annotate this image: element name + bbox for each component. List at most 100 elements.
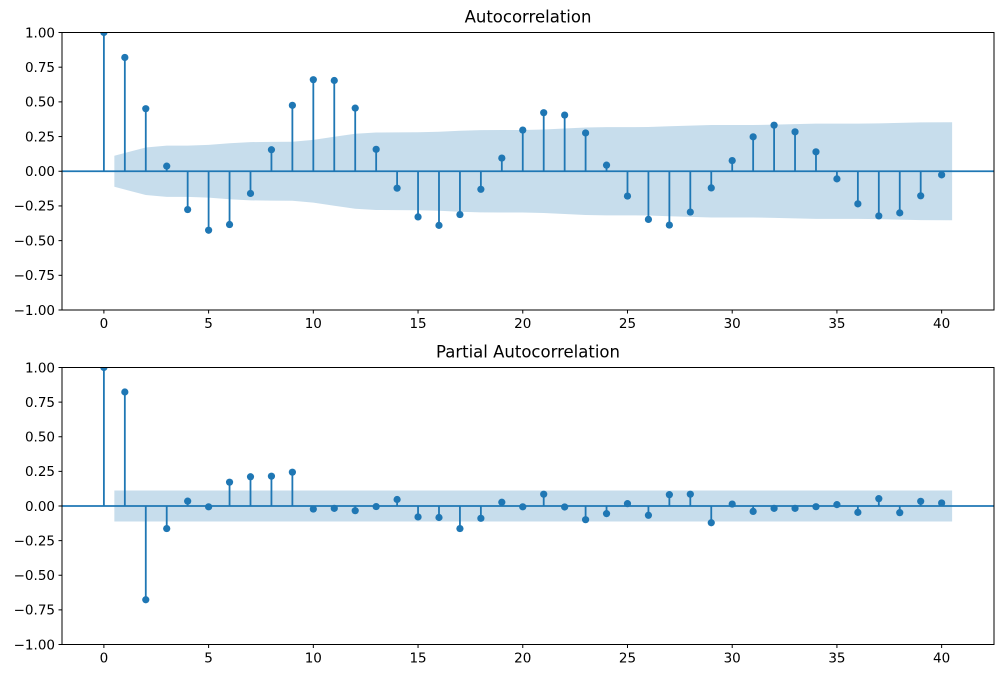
pacf-marker <box>142 596 150 604</box>
acf-marker <box>351 104 359 112</box>
x-tick-label: 15 <box>409 316 426 332</box>
pacf-marker <box>267 472 276 480</box>
y-tick-label: −0.25 <box>14 533 55 549</box>
acf-marker <box>414 213 422 221</box>
pacf-marker <box>938 499 946 507</box>
y-tick-label: 0.25 <box>25 129 55 145</box>
acf-marker <box>602 161 611 169</box>
x-tick-label: 5 <box>204 316 213 332</box>
acf-marker <box>100 32 108 37</box>
pacf-marker <box>854 508 862 516</box>
acf-marker <box>205 226 213 234</box>
pacf-marker <box>435 513 443 522</box>
acf-marker <box>142 105 150 113</box>
acf-marker <box>372 145 380 153</box>
x-tick-label: 35 <box>828 316 845 332</box>
pacf-subplot: 0 5 10 15 20 25 30 35 40 1.00 0.75 0.50 0.25 0.00 −0.2… <box>14 343 995 667</box>
acf-marker <box>456 210 464 219</box>
pacf-marker <box>205 503 213 511</box>
x-tick-label: 30 <box>724 651 741 667</box>
acf-marker <box>728 156 736 165</box>
y-tick-label: 1.00 <box>25 25 55 41</box>
acf-marker <box>812 148 820 156</box>
pacf-marker <box>121 388 129 396</box>
acf-marker <box>498 154 506 162</box>
acf-marker <box>938 171 946 179</box>
pacf-marker <box>791 504 799 512</box>
y-tick-label: 0.75 <box>25 60 55 76</box>
pacf-marker <box>644 511 653 519</box>
acf-subplot: 0 5 10 15 20 25 30 35 40 1.00 0.75 0.50 0.25 0.00 −0.2… <box>14 8 995 332</box>
y-tick-label: 0.00 <box>25 164 55 180</box>
acf-marker <box>184 205 192 214</box>
y-tick-label: −0.50 <box>14 233 55 249</box>
y-tick-label: 0.50 <box>25 430 55 446</box>
y-tick-label: −1.00 <box>14 637 55 653</box>
pacf-marker <box>288 468 296 476</box>
y-tick-label: −0.25 <box>14 199 55 215</box>
acf-title: Autocorrelation <box>465 8 592 27</box>
y-tick-label: 1.00 <box>25 360 55 376</box>
acf-marker <box>665 221 673 229</box>
pacf-plot-area <box>62 367 994 604</box>
pacf-marker <box>770 504 778 512</box>
acf-marker <box>288 101 296 109</box>
pacf-marker <box>225 478 234 486</box>
pacf-marker <box>414 513 422 521</box>
acf-marker <box>225 220 234 229</box>
pacf-marker <box>184 497 192 505</box>
pacf-marker <box>728 500 736 508</box>
pacf-marker <box>456 524 464 533</box>
x-tick-label: 20 <box>514 651 531 667</box>
pacf-marker <box>351 507 359 515</box>
x-tick-label: 35 <box>828 651 845 667</box>
pacf-marker <box>246 473 255 481</box>
pacf-marker <box>623 500 632 508</box>
acf-marker <box>707 184 715 192</box>
x-tick-label: 10 <box>305 316 322 332</box>
pacf-marker <box>875 495 883 503</box>
acf-marker <box>163 162 171 170</box>
pacf-marker <box>393 495 401 504</box>
pacf-marker <box>540 490 548 498</box>
pacf-marker <box>707 519 715 527</box>
acf-marker <box>623 192 632 200</box>
acf-marker <box>393 184 401 192</box>
acf-marker <box>770 121 778 129</box>
pacf-marker <box>330 504 338 512</box>
pacf-marker <box>686 490 694 498</box>
x-tick-label: 40 <box>933 651 950 667</box>
pacf-marker <box>665 491 673 499</box>
pacf-marker <box>602 510 611 518</box>
x-tick-label: 25 <box>619 651 636 667</box>
y-tick-label: 0.25 <box>25 464 55 480</box>
x-tick-label: 0 <box>100 316 109 332</box>
pacf-title: Partial Autocorrelation <box>436 343 620 362</box>
acf-marker <box>267 146 276 154</box>
pacf-marker <box>812 503 820 511</box>
pacf-marker <box>477 514 485 522</box>
acf-marker <box>749 133 757 141</box>
acf-marker <box>875 212 883 220</box>
y-tick-label: −0.75 <box>14 603 55 619</box>
acf-marker <box>246 189 255 198</box>
x-tick-label: 15 <box>409 651 426 667</box>
acf-marker <box>435 221 443 229</box>
y-tick-label: 0.00 <box>25 499 55 515</box>
pacf-marker <box>561 503 569 511</box>
y-tick-label: 0.50 <box>25 95 55 111</box>
x-tick-label: 0 <box>100 651 109 667</box>
y-tick-label: −1.00 <box>14 303 55 319</box>
x-tick-label: 40 <box>933 316 950 332</box>
acf-marker <box>917 192 925 200</box>
x-tick-label: 20 <box>514 316 531 332</box>
y-tick-label: −0.50 <box>14 568 55 584</box>
pacf-marker <box>372 502 380 511</box>
acf-marker <box>581 129 590 137</box>
y-tick-label: −0.75 <box>14 268 55 284</box>
acf-marker <box>854 200 862 208</box>
acf-marker <box>686 208 694 216</box>
x-tick-label: 25 <box>619 316 636 332</box>
